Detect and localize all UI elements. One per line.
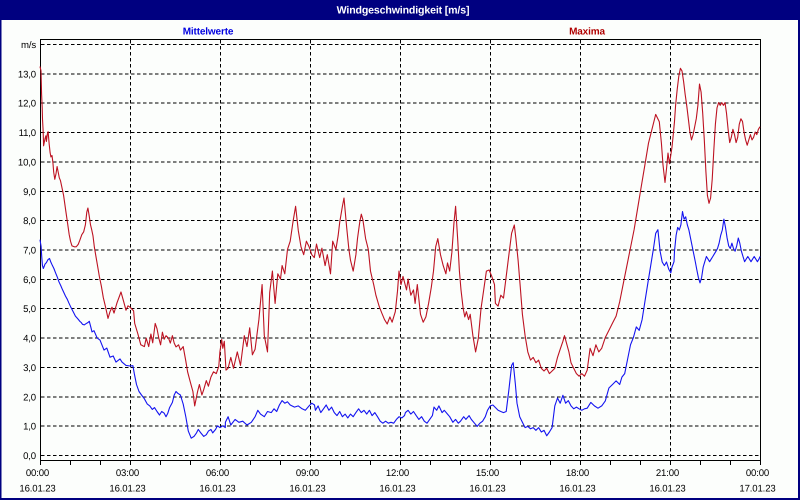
svg-text:16.01.23: 16.01.23 — [109, 484, 145, 495]
svg-text:8,0: 8,0 — [23, 216, 36, 227]
svg-text:2,0: 2,0 — [23, 392, 36, 403]
svg-text:7,0: 7,0 — [23, 246, 36, 257]
svg-text:16.01.23: 16.01.23 — [559, 484, 595, 495]
svg-text:06:00: 06:00 — [206, 468, 229, 479]
svg-text:12:00: 12:00 — [386, 468, 409, 479]
svg-text:16.01.23: 16.01.23 — [469, 484, 505, 495]
svg-text:16.01.23: 16.01.23 — [199, 484, 235, 495]
svg-text:12,0: 12,0 — [18, 99, 36, 110]
svg-text:21:00: 21:00 — [656, 468, 679, 479]
svg-text:Mittelwerte: Mittelwerte — [183, 27, 234, 38]
svg-text:11,0: 11,0 — [19, 128, 36, 139]
svg-text:5,0: 5,0 — [23, 304, 36, 315]
svg-text:16.01.23: 16.01.23 — [19, 484, 55, 495]
svg-text:Maxima: Maxima — [569, 27, 605, 38]
svg-text:15:00: 15:00 — [476, 468, 499, 479]
svg-text:6,0: 6,0 — [23, 275, 36, 286]
svg-text:09:00: 09:00 — [296, 468, 319, 479]
svg-text:16.01.23: 16.01.23 — [379, 484, 415, 495]
svg-text:3,0: 3,0 — [23, 363, 36, 374]
svg-text:16.01.23: 16.01.23 — [289, 484, 325, 495]
svg-text:4,0: 4,0 — [23, 334, 36, 345]
svg-text:10,0: 10,0 — [18, 157, 36, 168]
svg-text:0,0: 0,0 — [23, 451, 36, 462]
svg-text:03:00: 03:00 — [116, 468, 139, 479]
svg-text:1,0: 1,0 — [23, 422, 36, 433]
svg-text:Windgeschwindigkeit [m/s]: Windgeschwindigkeit [m/s] — [337, 4, 470, 16]
svg-text:13,0: 13,0 — [18, 69, 36, 80]
svg-text:17.01.23: 17.01.23 — [739, 484, 775, 495]
svg-text:9,0: 9,0 — [23, 187, 36, 198]
svg-text:18:00: 18:00 — [566, 468, 589, 479]
svg-text:00:00: 00:00 — [26, 468, 49, 479]
svg-text:00:00: 00:00 — [746, 468, 769, 479]
svg-text:m/s: m/s — [21, 40, 36, 51]
svg-text:16.01.23: 16.01.23 — [649, 484, 685, 495]
